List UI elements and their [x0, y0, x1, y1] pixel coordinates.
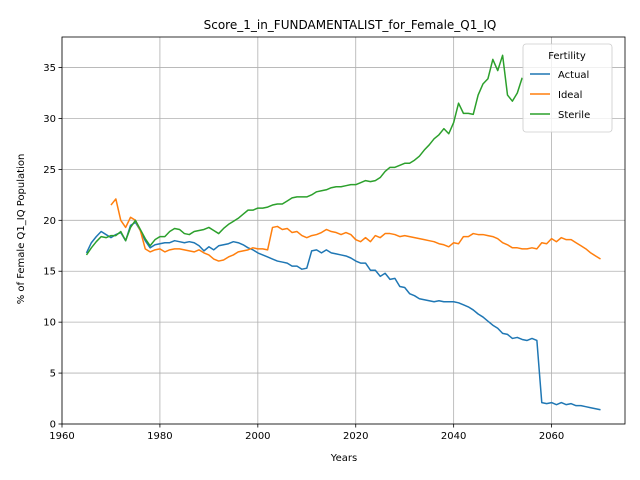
y-tick-label: 20	[43, 216, 56, 227]
y-tick-label: 15	[43, 267, 56, 278]
x-tick-label: 2040	[441, 431, 466, 442]
y-axis-label: % of Female Q1_IQ Population	[16, 154, 27, 305]
x-tick-label: 1960	[49, 431, 74, 442]
legend-label-ideal: Ideal	[558, 90, 582, 101]
y-tick-label: 10	[43, 318, 56, 329]
plot-area-frame	[61, 36, 626, 425]
legend-label-actual: Actual	[558, 70, 589, 81]
series-line-actual	[85, 221, 601, 411]
x-tick-label: 1980	[147, 431, 172, 442]
legend-box	[522, 43, 613, 133]
series-line-sterile	[85, 54, 523, 256]
x-axis-label: Years	[330, 453, 357, 464]
x-tick-label: 2020	[343, 431, 368, 442]
grid-lines	[61, 37, 625, 425]
chart-title: Score_1_in_FUNDAMENTALIST_for_Female_Q1_…	[204, 18, 497, 32]
legend: Fertility Actual Ideal Sterile	[522, 43, 613, 133]
legend-title: Fertility	[548, 51, 586, 62]
x-tick-label: 2060	[539, 431, 564, 442]
y-tick-label: 0	[50, 420, 56, 431]
axis-ticks: 1960 1980 2000 2020 2040 2060 0 5 10 15 20 25 30 35	[43, 63, 564, 442]
x-tick-label: 2000	[245, 431, 270, 442]
legend-label-sterile: Sterile	[558, 110, 590, 121]
series-lines	[85, 54, 601, 411]
y-tick-label: 5	[50, 369, 56, 380]
series-line-ideal	[110, 198, 601, 262]
y-tick-label: 35	[43, 63, 56, 74]
legend-items: Actual Ideal Sterile	[530, 70, 590, 121]
y-tick-label: 25	[43, 165, 56, 176]
y-tick-label: 30	[43, 114, 56, 125]
